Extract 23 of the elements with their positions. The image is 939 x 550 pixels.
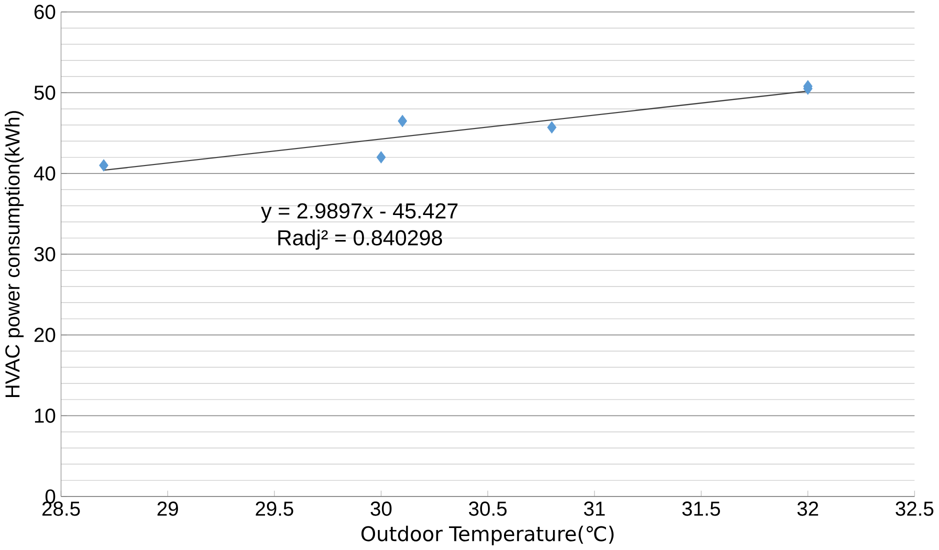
annotation: y = 2.9897x - 45.427 [260,203,458,223]
y-tick-label: 60 [34,4,56,20]
x-tick-label: 29.5 [256,502,294,516]
x-tick-label: 31 [584,502,605,516]
x-tick-label: 30.5 [468,502,507,516]
x-axis-title: Outdoor Temperature(℃) [361,526,614,546]
x-tick-label: 32 [797,502,818,516]
y-tick-label: 10 [35,408,56,423]
y-tick-label: 20 [34,328,56,342]
point [99,159,108,172]
x-tick-label: 32.5 [896,502,934,516]
x-tick-label: 30 [370,502,392,516]
y-tick-label: 40 [34,166,56,181]
y-tick-label: 30 [34,247,56,262]
point [376,151,386,164]
point [547,121,556,134]
y-axis-title: HVAC power consumption(kWh) [4,111,24,397]
annotation: Radj² = 0.840298 [278,230,442,250]
y-tick-label: 50 [34,86,56,100]
x-tick-label: 28.5 [42,502,80,516]
x-tick-label: 29 [158,502,178,516]
x-tick-label: 31.5 [682,502,720,516]
point [398,114,408,127]
